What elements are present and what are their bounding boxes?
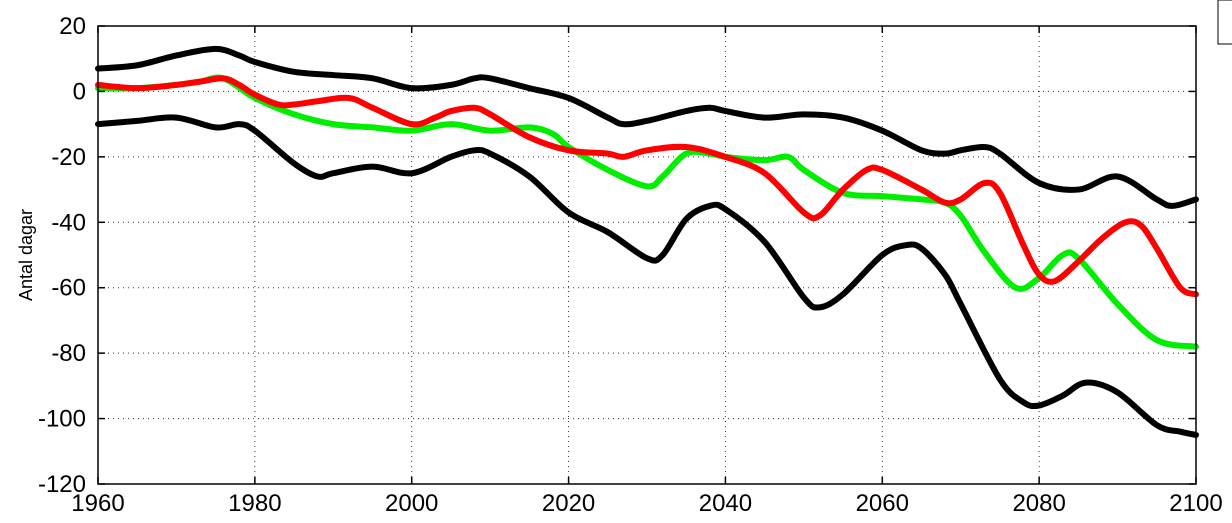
x-tick-label: 2080 xyxy=(1012,490,1065,517)
plot-frame xyxy=(97,25,1197,485)
y-tick-label: -60 xyxy=(51,275,86,302)
x-tick-label: 2020 xyxy=(542,490,595,517)
y-tick-label: -100 xyxy=(38,406,86,433)
series-line-1 xyxy=(95,45,1199,209)
axis-ticks xyxy=(97,25,1197,485)
series-line-3 xyxy=(95,74,1199,350)
series-line-4 xyxy=(95,75,1199,298)
y-tick-label: 20 xyxy=(59,13,86,40)
y-tick-labels: 20 0 -20 -40 -60 -80 -100 -120 xyxy=(38,13,86,498)
series-group xyxy=(95,45,1199,438)
x-tick-label: 2100 xyxy=(1169,490,1222,517)
x-tick-label: 1960 xyxy=(71,490,124,517)
series-line-2 xyxy=(95,114,1199,438)
x-tick-label: 1980 xyxy=(228,490,281,517)
y-tick-label: -120 xyxy=(38,471,86,498)
y-axis-label: Antal dagar xyxy=(16,209,36,301)
x-tick-label: 2000 xyxy=(385,490,438,517)
x-tick-labels: 1960 1980 2000 2020 2040 2060 2080 2100 xyxy=(71,490,1222,517)
y-tick-label: -20 xyxy=(51,144,86,171)
x-tick-label: 2040 xyxy=(699,490,752,517)
x-tick-label: 2060 xyxy=(856,490,909,517)
y-tick-label: -80 xyxy=(51,340,86,367)
y-tick-label: 0 xyxy=(73,78,86,105)
legend-box xyxy=(1217,0,1232,45)
y-tick-label: -40 xyxy=(51,209,86,236)
